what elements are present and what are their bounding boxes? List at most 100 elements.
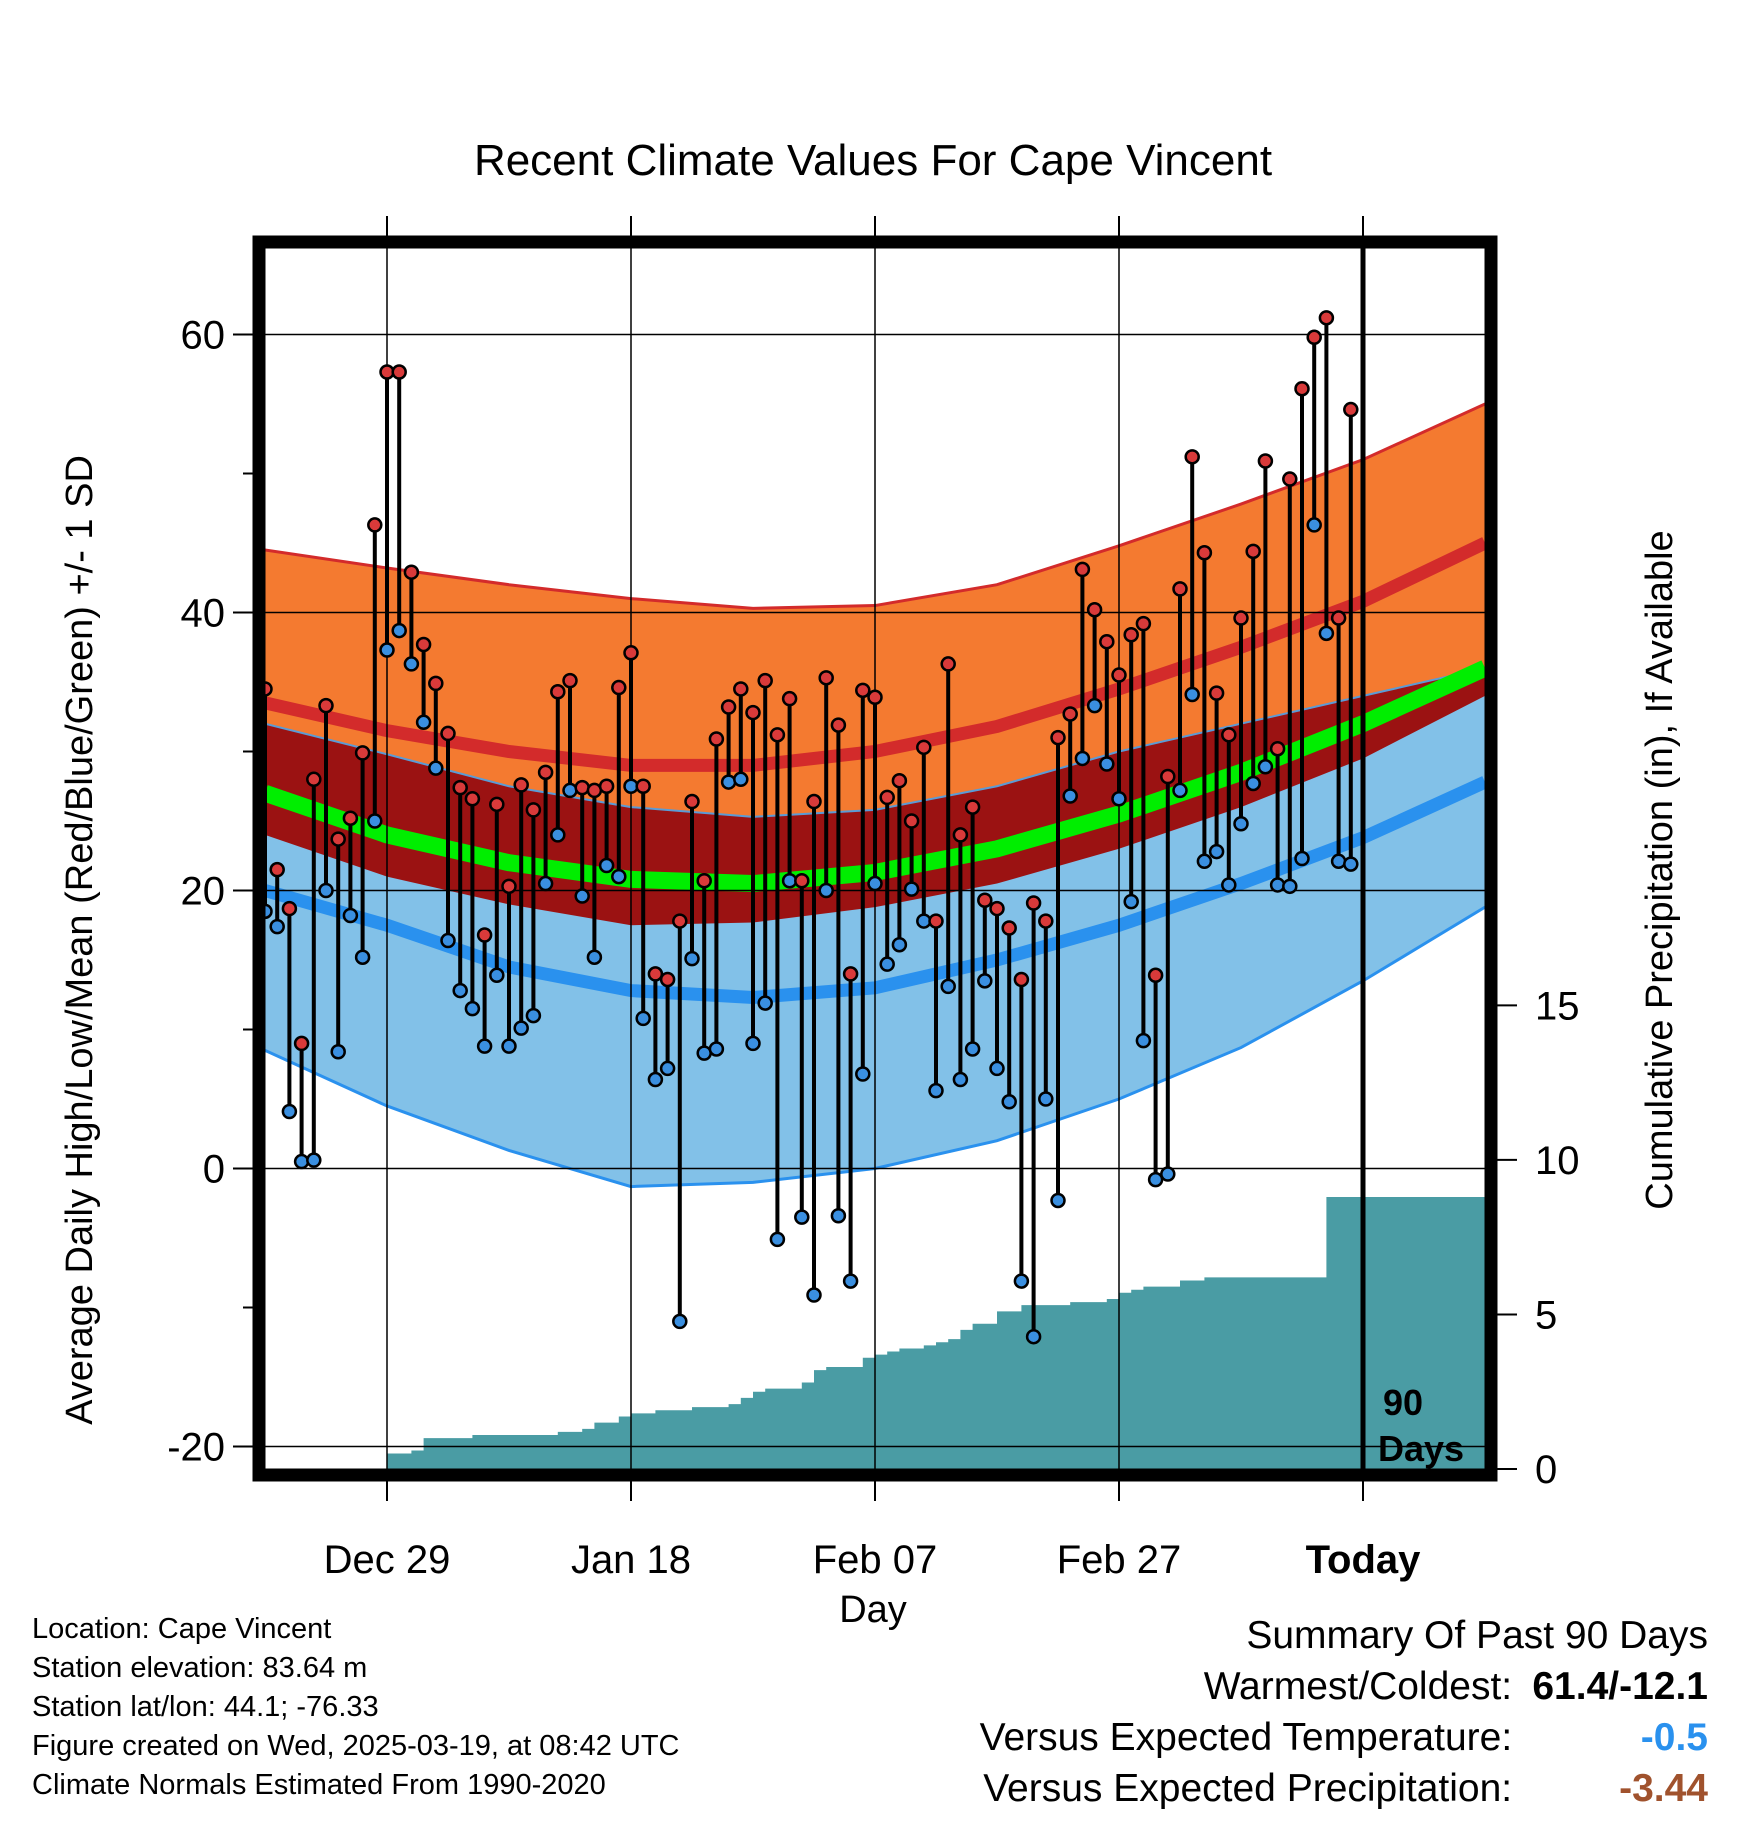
- cumulative-precip-area: [265, 1196, 1485, 1469]
- daily-low-point: [428, 760, 444, 776]
- daily-high-point: [684, 793, 700, 810]
- daily-low-point: [1184, 686, 1200, 703]
- daily-high-point: [647, 966, 664, 982]
- daily-high-point: [952, 827, 969, 843]
- daily-high-point: [989, 900, 1005, 917]
- daily-high-point: [1282, 471, 1298, 487]
- daily-low-point: [1074, 750, 1091, 767]
- summary-warmest-row: Warmest/Coldest: 61.4/-12.1: [980, 1661, 1708, 1712]
- daily-low-point: [1013, 1273, 1030, 1289]
- daily-high-point: [269, 861, 285, 878]
- y2-tick-label: 15: [1535, 984, 1580, 1028]
- daily-high-point: [489, 796, 505, 813]
- daily-low-point: [489, 967, 505, 984]
- daily-high-point: [1221, 727, 1237, 743]
- daily-low-point: [1038, 1091, 1054, 1107]
- daily-high-point: [306, 771, 322, 788]
- daily-high-point: [513, 777, 529, 793]
- daily-high-point: [1062, 706, 1078, 722]
- info-location: Location: Cape Vincent: [32, 1613, 332, 1645]
- daily-high-point: [635, 778, 651, 794]
- daily-high-point: [757, 672, 773, 689]
- daily-high-point: [720, 699, 737, 715]
- daily-low-point: [1257, 759, 1274, 775]
- daily-low-point: [757, 995, 773, 1011]
- daily-low-point: [574, 888, 590, 904]
- plot-area: 90 Days 60 40 20 0 -20 Dec 29 Jan 18 Feb 07 Feb 27…: [167, 216, 1580, 1582]
- daily-low-point: [1245, 775, 1261, 792]
- y-tick-label: 60: [181, 314, 226, 358]
- daily-high-point: [928, 913, 944, 929]
- daily-high-point: [1343, 401, 1359, 418]
- daily-high-point: [1245, 543, 1261, 560]
- daily-low-point: [1221, 877, 1237, 893]
- daily-low-point: [598, 857, 615, 874]
- daily-high-point: [1074, 561, 1091, 578]
- daily-low-point: [265, 903, 273, 920]
- daily-high-point: [1172, 581, 1188, 597]
- daily-low-point: [1123, 893, 1139, 910]
- daily-low-point: [855, 1066, 871, 1082]
- daily-high-point: [940, 656, 956, 672]
- daily-high-point: [342, 810, 359, 826]
- info-latlon: Station lat/lon: 44.1; -76.33: [32, 1691, 379, 1723]
- daily-high-point: [964, 799, 981, 815]
- daily-high-point: [1318, 310, 1335, 326]
- daily-high-point: [1306, 329, 1322, 346]
- daily-low-point: [928, 1082, 944, 1099]
- daily-low-point: [1306, 517, 1322, 533]
- daily-high-point: [525, 802, 542, 818]
- daily-low-point: [672, 1313, 688, 1330]
- daily-low-point: [1294, 850, 1310, 867]
- daily-high-point: [855, 682, 871, 699]
- daily-high-point: [818, 670, 834, 686]
- daily-low-point: [1135, 1032, 1152, 1049]
- daily-low-point: [452, 982, 468, 999]
- daily-low-point: [501, 1038, 517, 1054]
- summary-warmest-value: 61.4/-12.1: [1532, 1665, 1708, 1708]
- daily-high-point: [318, 697, 334, 714]
- daily-high-point: [464, 791, 481, 807]
- y2-tick-label: 5: [1535, 1293, 1557, 1337]
- daily-low-point: [1233, 816, 1249, 832]
- daily-high-point: [440, 725, 456, 742]
- summary-temp-label: Versus Expected Temperature:: [979, 1716, 1513, 1759]
- daily-high-point: [562, 672, 578, 689]
- daily-high-point: [1025, 895, 1042, 911]
- summary-warmest-label: Warmest/Coldest:: [1203, 1665, 1513, 1708]
- daily-low-point: [293, 1153, 310, 1170]
- daily-low-point: [379, 642, 395, 658]
- x-tick-label: Dec 29: [324, 1538, 451, 1582]
- daily-high-point: [574, 779, 590, 796]
- y-tick-label: 40: [181, 592, 226, 636]
- x-tick-label: Feb 27: [1057, 1538, 1182, 1582]
- daily-low-point: [513, 1020, 529, 1036]
- daily-low-point: [562, 782, 578, 799]
- daily-low-point: [842, 1273, 859, 1289]
- daily-high-point: [977, 892, 993, 908]
- daily-high-point: [428, 675, 444, 692]
- daily-low-point: [769, 1231, 786, 1248]
- daily-high-point: [1294, 380, 1310, 397]
- daily-high-point: [659, 971, 676, 988]
- daily-low-point: [415, 714, 432, 731]
- daily-low-point: [391, 622, 407, 639]
- daily-low-point: [1160, 1166, 1176, 1182]
- daily-high-point: [281, 900, 298, 917]
- daily-high-point: [1050, 729, 1066, 746]
- daily-high-point: [696, 873, 712, 889]
- daily-high-point: [293, 1035, 310, 1052]
- daily-high-point: [830, 717, 847, 733]
- daily-low-point: [635, 1010, 651, 1027]
- daily-high-point: [903, 813, 920, 829]
- daily-low-point: [1099, 756, 1115, 772]
- daily-low-point: [830, 1208, 847, 1224]
- daily-low-point: [879, 956, 895, 972]
- daily-high-point: [501, 878, 517, 895]
- summary-temp-value: -0.5: [1640, 1716, 1708, 1759]
- daily-high-point: [769, 727, 786, 743]
- daily-low-point: [586, 949, 603, 965]
- daily-low-point: [330, 1043, 346, 1060]
- daily-low-point: [1318, 625, 1335, 642]
